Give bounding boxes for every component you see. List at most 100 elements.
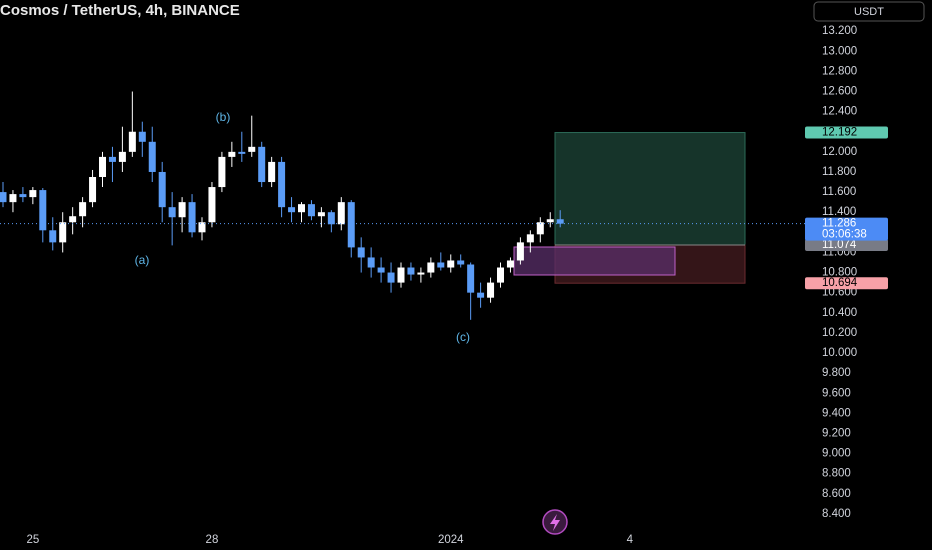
candle-body (228, 151, 236, 157)
candle-body (357, 247, 365, 258)
candle-body (536, 222, 544, 235)
candle-body (0, 192, 7, 203)
y-tick-label: 10.800 (822, 267, 857, 279)
x-tick-label: 25 (26, 534, 39, 546)
candle-body (268, 161, 276, 183)
candle-body (148, 141, 156, 172)
candle-body (477, 292, 485, 298)
candle-body (337, 202, 345, 225)
y-tick-label: 12.000 (822, 146, 857, 158)
candle-body (487, 282, 495, 298)
price-tag (805, 238, 888, 251)
candle-body (218, 156, 226, 188)
candle-body (387, 272, 395, 283)
candle-body (437, 262, 445, 268)
countdown: 03:06:38 (822, 229, 867, 241)
y-tick-label: 13.000 (822, 45, 857, 57)
y-tick-label: 9.200 (822, 427, 851, 439)
candle-body (89, 177, 97, 203)
candle-body (556, 219, 564, 224)
candle-body (69, 216, 77, 223)
y-tick-label: 10.000 (822, 347, 857, 359)
candle-body (506, 260, 514, 268)
candle-body (457, 260, 465, 265)
candle-body (347, 202, 355, 248)
y-tick-label: 10.200 (822, 327, 857, 339)
wave-label: (a) (135, 253, 150, 267)
flash-icon[interactable] (542, 509, 568, 535)
candle-body (467, 264, 475, 293)
y-tick-label: 8.600 (822, 488, 851, 500)
y-tick-label: 11.000 (822, 246, 856, 258)
candle-body (49, 230, 57, 243)
candle-body (248, 146, 256, 152)
candle-body (9, 194, 17, 203)
candle-body (168, 207, 176, 218)
candle-body (497, 267, 504, 283)
candle-body (29, 190, 37, 198)
y-tick-label: 11.400 (822, 206, 856, 218)
y-tick-label: 9.000 (822, 448, 851, 460)
candle-body (417, 272, 425, 275)
y-tick-label: 8.800 (822, 468, 851, 480)
candle-body (298, 204, 305, 213)
candle-body (79, 202, 87, 217)
candle-body (427, 262, 435, 273)
candle-body (138, 131, 146, 142)
candle-body (258, 146, 266, 183)
price-tag (805, 217, 888, 241)
candle-body (118, 151, 126, 162)
candle-body (407, 267, 415, 275)
chart-title: Cosmos / TetherUS, 4h, BINANCE (0, 2, 240, 19)
candle-body (447, 260, 455, 268)
candle-body (516, 242, 524, 261)
currency-button-label[interactable]: USDT (854, 6, 884, 18)
y-tick-label: 8.400 (822, 508, 851, 520)
price-tag-label: 11.074 (822, 239, 857, 251)
candle-body (128, 131, 136, 152)
candle-body (397, 267, 405, 283)
candle-body (178, 202, 186, 218)
candle-body (367, 257, 375, 268)
candle-body (377, 267, 385, 273)
y-tick-label: 12.800 (822, 65, 857, 77)
price-tag-label: 10.694 (822, 277, 858, 289)
candle-body (59, 222, 67, 243)
y-tick-label: 10.600 (822, 287, 857, 299)
candle-body (188, 202, 196, 233)
candle-body (278, 161, 286, 208)
y-tick-label: 13.200 (822, 25, 857, 37)
wave-label: (b) (216, 110, 231, 124)
y-tick-label: 9.600 (822, 387, 851, 399)
candle-body (546, 219, 554, 223)
candle-body (99, 156, 106, 178)
rectangle-drawing (513, 246, 676, 276)
x-tick-label: 2024 (438, 534, 464, 546)
flash-icon-bolt[interactable] (550, 514, 560, 531)
candle-body (288, 207, 296, 213)
candle-body (317, 212, 325, 217)
y-tick-label: 10.400 (822, 307, 857, 319)
price-tag (805, 277, 888, 290)
x-tick-label: 28 (206, 534, 219, 546)
wave-label: (c) (456, 330, 470, 344)
y-tick-label: 12.600 (822, 86, 857, 98)
y-tick-label: 9.400 (822, 407, 851, 419)
price-tag-label: 12.192 (822, 127, 857, 139)
y-tick-label: 11.600 (822, 186, 856, 198)
candle-body (307, 204, 315, 217)
candle-body (108, 156, 116, 162)
x-tick-label: 4 (627, 534, 634, 546)
candle-body (208, 187, 216, 223)
candle-body (39, 190, 47, 231)
candle-body (238, 151, 246, 154)
currency-button[interactable] (813, 1, 925, 22)
price-tag (805, 126, 888, 139)
y-tick-label: 12.400 (822, 106, 857, 118)
candle-body (526, 234, 534, 243)
y-tick-label: 11.800 (822, 166, 856, 178)
price-tag-label: 11.286 (822, 218, 856, 230)
